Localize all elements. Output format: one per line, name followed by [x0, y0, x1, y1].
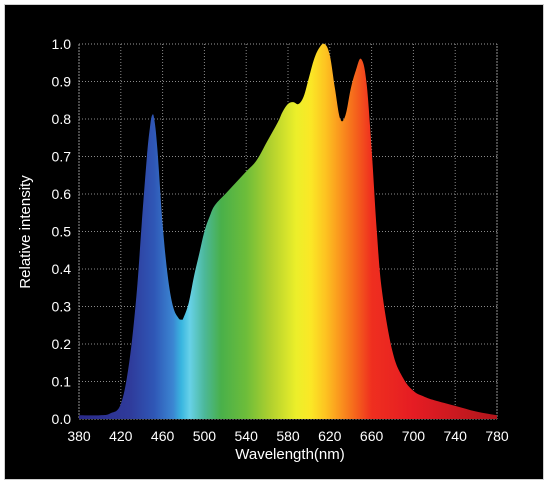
y-tick-label: 0.9: [52, 74, 72, 90]
y-tick-label: 0.7: [52, 149, 72, 165]
x-tick-label: 580: [276, 428, 300, 444]
x-tick-label: 660: [360, 428, 384, 444]
x-tick-label: 460: [151, 428, 175, 444]
y-tick-label: 0.1: [52, 374, 72, 390]
y-tick-label: 0.8: [52, 111, 72, 127]
x-tick-label: 780: [485, 428, 509, 444]
spectrum-area-layer: [79, 43, 497, 419]
y-tick-label: 0.6: [52, 186, 72, 202]
y-tick-label: 0.0: [52, 411, 72, 427]
y-axis-label: Relative intensity: [17, 175, 34, 289]
y-tick-label: 1.0: [52, 36, 72, 52]
x-axis-label: Wavelength(nm): [235, 446, 344, 463]
x-tick-label: 700: [402, 428, 426, 444]
tick-labels: 380 420 460 500 540 580 620 660 700 740 780 0.0 0.1 0…: [52, 36, 509, 444]
x-tick-label: 500: [193, 428, 217, 444]
spectrum-area: [79, 43, 497, 419]
x-tick-label: 540: [235, 428, 259, 444]
y-tick-label: 0.4: [52, 261, 72, 277]
x-tick-label: 380: [67, 428, 91, 444]
y-tick-label: 0.5: [52, 224, 72, 240]
x-tick-label: 420: [109, 428, 133, 444]
x-tick-label: 740: [444, 428, 468, 444]
y-tick-label: 0.3: [52, 299, 72, 315]
x-tick-label: 620: [318, 428, 342, 444]
y-tick-label: 0.2: [52, 336, 72, 352]
